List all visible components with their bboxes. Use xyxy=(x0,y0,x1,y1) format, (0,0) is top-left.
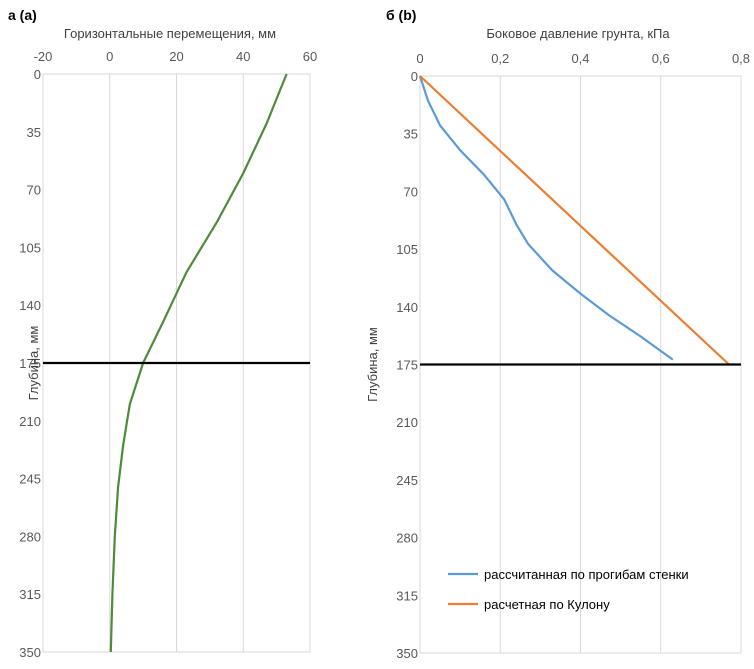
panel-b-y-tick-label: 140 xyxy=(396,300,418,315)
panel-a-y-tick-label: 0 xyxy=(34,67,41,82)
panel-b-x-axis-title: Боковое давление грунта, кПа xyxy=(486,26,670,41)
panel-b-y-tick-label: 70 xyxy=(404,184,418,199)
panel-a-y-tick-label: 175 xyxy=(19,356,41,371)
panel-a-y-tick-label: 245 xyxy=(19,472,41,487)
panel-b-y-tick-label: 245 xyxy=(396,473,418,488)
panel-a-x-tick-label: 20 xyxy=(169,49,183,64)
panel-b-y-tick-label: 0 xyxy=(411,69,418,84)
panel-b-x-tick-label: 0,8 xyxy=(732,51,750,66)
panel-b-x-tick-label: 0,2 xyxy=(491,51,509,66)
panel-b-y-tick-label: 350 xyxy=(396,646,418,661)
panel-b-y-tick-label: 280 xyxy=(396,531,418,546)
panel-b-y-axis-title: Глубина, мм xyxy=(365,327,380,402)
panel-b-series-line-1 xyxy=(418,75,674,361)
panel-a-y-tick-label: 350 xyxy=(19,645,41,660)
panel-a-y-tick-label: 280 xyxy=(19,529,41,544)
panel-a-y-tick-label: 35 xyxy=(27,125,41,140)
panel-a-x-tick-label: 40 xyxy=(236,49,250,64)
panel-b-y-tick-label: 105 xyxy=(396,242,418,257)
panel-b-y-tick-label: 175 xyxy=(396,358,418,373)
panel-a-y-tick-label: 315 xyxy=(19,587,41,602)
panel-a-x-tick-label: 60 xyxy=(303,49,317,64)
panel-b-legend-label-1: рассчитанная по прогибам стенки xyxy=(484,567,689,582)
panel-b-x-tick-label: 0,6 xyxy=(652,51,670,66)
panel-a-y-tick-label: 70 xyxy=(27,183,41,198)
panel-a-y-tick-label: 210 xyxy=(19,414,41,429)
panel-b-series-line-2 xyxy=(419,75,730,366)
panel-b-x-tick-label: 0 xyxy=(416,51,423,66)
panel-a-x-tick-label: -20 xyxy=(34,49,53,64)
panel-a-y-tick-label: 105 xyxy=(19,240,41,255)
panel-a-label: а (a) xyxy=(8,7,37,23)
panel-a-y-tick-label: 140 xyxy=(19,298,41,313)
panel-a-x-axis-title: Горизонтальные перемещения, мм xyxy=(64,26,276,41)
panel-b-label: б (b) xyxy=(386,7,416,23)
panel-b-y-tick-label: 210 xyxy=(396,415,418,430)
panel-a-x-tick-label: 0 xyxy=(106,49,113,64)
panel-b-y-tick-label: 35 xyxy=(404,127,418,142)
panel-b-x-tick-label: 0,4 xyxy=(571,51,589,66)
panel-b-legend-label-2: расчетная по Кулону xyxy=(484,597,610,612)
panel-a-y-axis-title: Глубина, мм xyxy=(26,326,41,401)
panel-b-y-tick-label: 315 xyxy=(396,588,418,603)
